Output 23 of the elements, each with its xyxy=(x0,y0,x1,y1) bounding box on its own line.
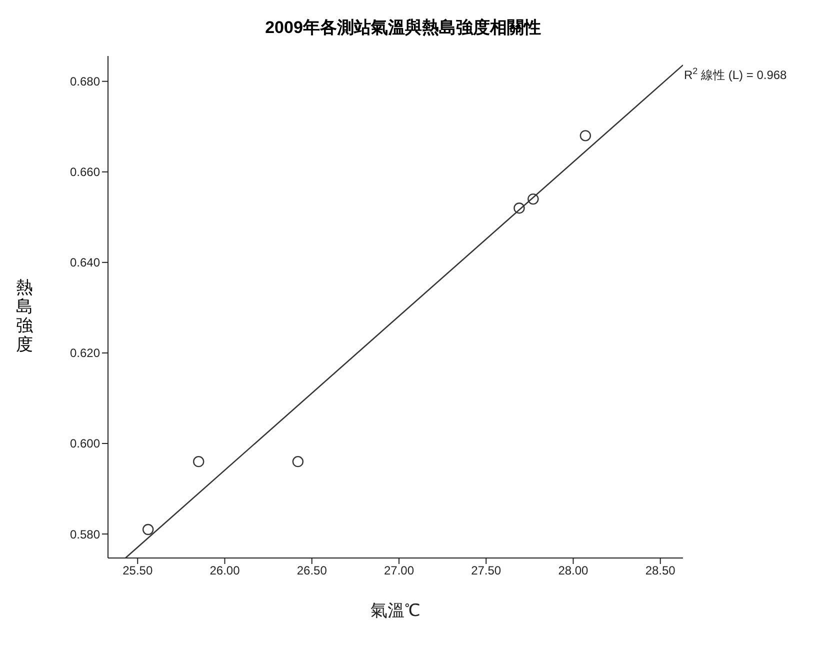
point xyxy=(193,456,204,468)
y-tick-label: 0.680 xyxy=(70,74,100,89)
y-tick-label: 0.620 xyxy=(70,346,100,360)
x-tick-label: 27.00 xyxy=(384,564,414,578)
y-tick-label: 0.580 xyxy=(70,527,100,542)
point xyxy=(528,193,539,205)
chart-title: 2009年各測站氣溫與熱島強度相關性 xyxy=(264,17,542,39)
point xyxy=(514,202,525,214)
point xyxy=(142,524,154,536)
y-tick-label: 0.640 xyxy=(70,256,100,270)
x-tick-label: 26.00 xyxy=(210,564,240,578)
x-tick-label: 28.50 xyxy=(645,564,676,578)
x-axis-title: 氣溫℃ xyxy=(370,601,420,620)
y-tick-label: 0.660 xyxy=(70,165,100,180)
x-tick-label: 26.50 xyxy=(296,564,328,578)
y-tick-label: 0.600 xyxy=(70,436,100,451)
y-axis-title: 熱島強度 xyxy=(16,278,34,354)
annotation: R$^{2}$ 線性 (L) = 0.968 xyxy=(684,66,788,82)
point xyxy=(292,456,304,468)
point xyxy=(580,130,592,142)
x-tick-label: 27.50 xyxy=(471,564,502,578)
x-tick-label: 28.00 xyxy=(558,564,589,578)
x-tick-label: 25.50 xyxy=(122,564,153,578)
